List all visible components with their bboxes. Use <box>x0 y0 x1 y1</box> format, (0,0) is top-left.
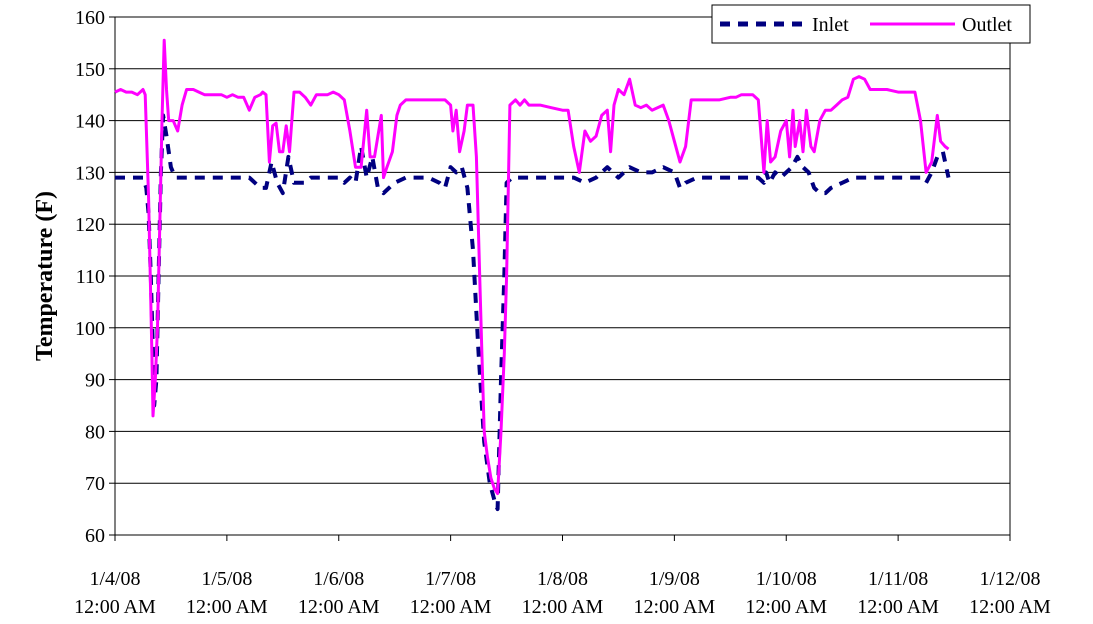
y-tick-label: 90 <box>85 370 105 392</box>
x-tick-label: 1/9/08 12:00 AM <box>634 568 716 618</box>
x-tick-date: 1/4/08 <box>89 568 140 590</box>
x-tick-label: 1/6/08 12:00 AM <box>298 568 380 618</box>
y-tick-label: 120 <box>75 214 105 236</box>
y-tick-label: 100 <box>75 318 105 340</box>
x-tick-time: 12:00 AM <box>745 596 827 618</box>
y-axis-ticks: 60 70 80 90 100 110 120 130 140 150 160 <box>75 7 115 547</box>
x-tick-time: 12:00 AM <box>857 596 939 618</box>
x-tick-time: 12:00 AM <box>186 596 268 618</box>
x-tick-time: 12:00 AM <box>634 596 716 618</box>
y-tick-label: 110 <box>76 266 105 288</box>
series-line-outlet <box>114 38 950 496</box>
series-line-inlet <box>115 113 951 512</box>
y-tick-label: 130 <box>75 162 105 184</box>
x-tick-label: 1/4/08 12:00 AM <box>74 568 156 618</box>
x-axis-ticks: 1/4/08 12:00 AM 1/5/08 12:00 AM 1/6/08 12:00 … <box>74 535 1051 618</box>
legend: Inlet Outlet <box>711 4 1031 44</box>
y-tick-label: 140 <box>75 111 105 133</box>
x-tick-date: 1/7/08 <box>425 568 476 590</box>
y-tick-label: 70 <box>85 473 105 495</box>
legend-label-inlet: Inlet <box>812 14 849 36</box>
x-tick-label: 1/12/08 12:00 AM <box>969 568 1051 618</box>
x-tick-time: 12:00 AM <box>410 596 492 618</box>
y-tick-label: 150 <box>75 59 105 81</box>
x-tick-date: 1/11/08 <box>868 568 928 590</box>
x-tick-date: 1/5/08 <box>201 568 252 590</box>
x-tick-time: 12:00 AM <box>969 596 1051 618</box>
x-tick-date: 1/6/08 <box>313 568 364 590</box>
x-tick-time: 12:00 AM <box>522 596 604 618</box>
x-tick-label: 1/8/08 12:00 AM <box>522 568 604 618</box>
x-tick-label: 1/10/08 12:00 AM <box>745 568 827 618</box>
x-tick-label: 1/11/08 12:00 AM <box>857 568 939 618</box>
x-tick-date: 1/12/08 <box>979 568 1040 590</box>
x-tick-date: 1/9/08 <box>649 568 700 590</box>
gridlines <box>115 16 1010 536</box>
x-tick-date: 1/8/08 <box>537 568 588 590</box>
y-tick-label: 80 <box>85 421 105 443</box>
y-axis-title: Temperature (F) <box>32 191 58 361</box>
legend-label-outlet: Outlet <box>962 14 1012 36</box>
x-tick-time: 12:00 AM <box>74 596 156 618</box>
x-tick-label: 1/7/08 12:00 AM <box>410 568 492 618</box>
x-tick-date: 1/10/08 <box>756 568 817 590</box>
x-tick-time: 12:00 AM <box>298 596 380 618</box>
y-tick-label: 60 <box>85 525 105 547</box>
x-tick-label: 1/5/08 12:00 AM <box>186 568 268 618</box>
y-tick-label: 160 <box>75 7 105 29</box>
series-layer <box>114 38 951 512</box>
